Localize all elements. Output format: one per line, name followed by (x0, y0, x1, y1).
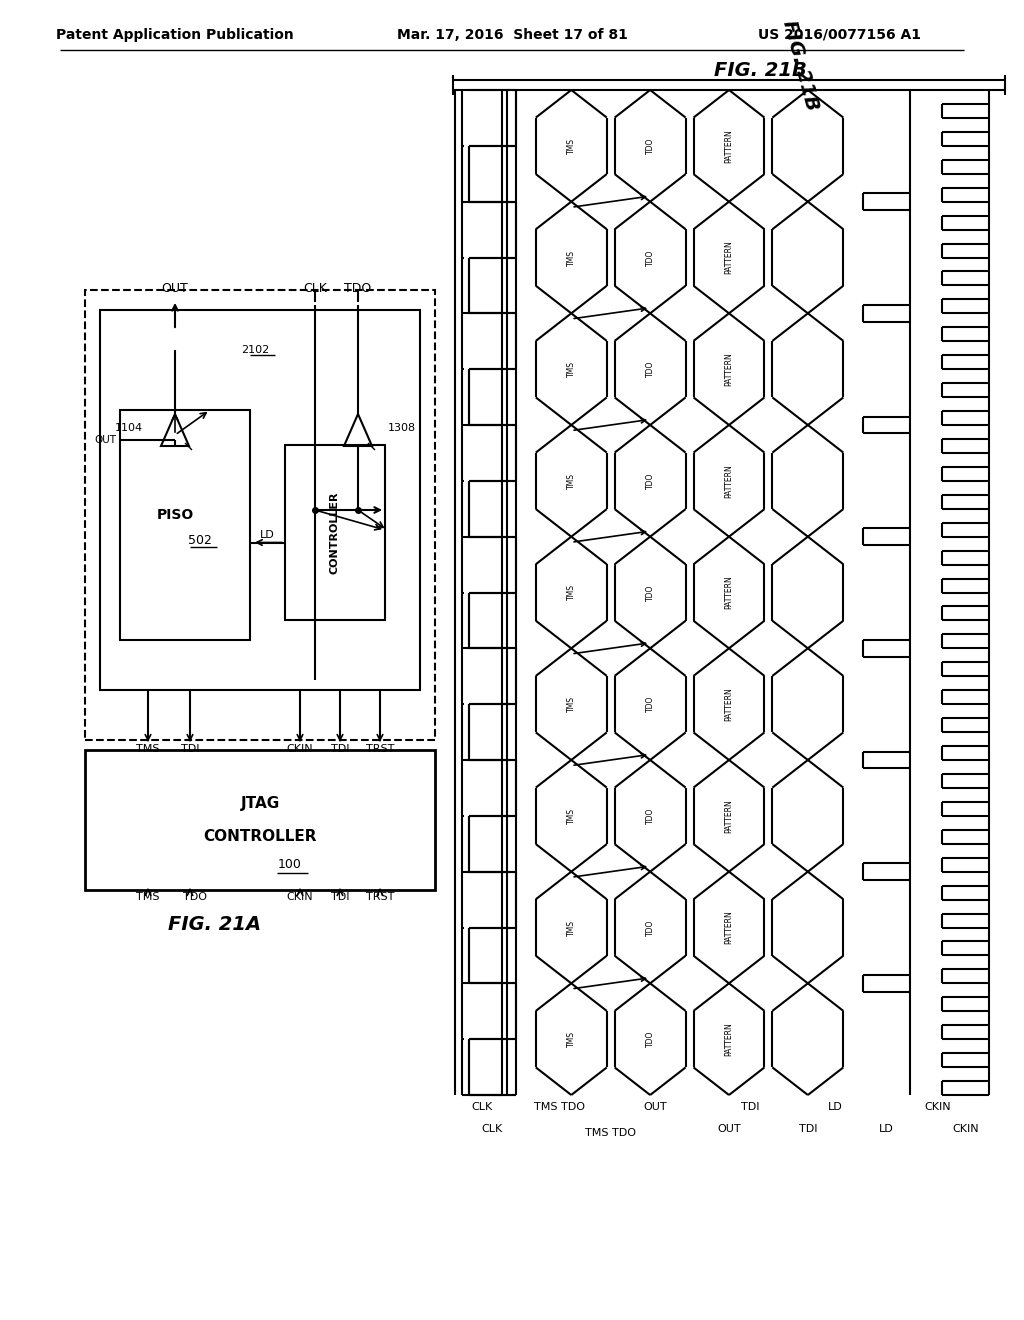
Text: OUT: OUT (94, 436, 116, 445)
Text: TDO: TDO (646, 808, 654, 824)
Text: PATTERN: PATTERN (725, 129, 733, 162)
Text: TMS: TMS (136, 744, 160, 754)
Text: CKIN: CKIN (925, 1102, 951, 1111)
Text: PATTERN: PATTERN (725, 463, 733, 498)
Text: LD: LD (260, 529, 274, 540)
Text: TMS: TMS (567, 249, 575, 265)
Text: PISO: PISO (157, 508, 194, 521)
Text: CLK: CLK (471, 1102, 493, 1111)
Text: TMS: TMS (567, 920, 575, 936)
Text: CONTROLLER: CONTROLLER (330, 491, 340, 574)
Bar (85, 290, 435, 741)
Text: TDO: TDO (646, 696, 654, 713)
Text: US 2016/0077156 A1: US 2016/0077156 A1 (759, 28, 922, 42)
Text: PATTERN: PATTERN (725, 688, 733, 721)
Text: PATTERN: PATTERN (725, 799, 733, 833)
Bar (100, 310, 420, 690)
Text: TDO: TDO (646, 137, 654, 154)
Text: TRST: TRST (366, 744, 394, 754)
Text: CONTROLLER: CONTROLLER (203, 829, 316, 845)
Text: TDO: TDO (646, 585, 654, 601)
Text: PATTERN: PATTERN (725, 576, 733, 610)
Text: TRST: TRST (366, 892, 394, 902)
Text: CLK: CLK (482, 1123, 503, 1134)
Text: TDO: TDO (646, 473, 654, 488)
Text: TMS: TMS (567, 1031, 575, 1047)
Text: Patent Application Publication: Patent Application Publication (56, 28, 294, 42)
Text: 502: 502 (188, 533, 212, 546)
Text: TMS: TMS (567, 362, 575, 378)
Text: TMS: TMS (136, 892, 160, 902)
Text: 1308: 1308 (388, 422, 416, 433)
Text: 100: 100 (279, 858, 302, 871)
Text: TMS: TMS (567, 696, 575, 713)
Text: CKIN: CKIN (952, 1123, 979, 1134)
Text: TDO: TDO (646, 919, 654, 936)
Bar (285, 445, 385, 620)
Text: PATTERN: PATTERN (725, 240, 733, 275)
Text: LD: LD (827, 1102, 843, 1111)
Text: TDO: TDO (344, 281, 372, 294)
Text: Mar. 17, 2016  Sheet 17 of 81: Mar. 17, 2016 Sheet 17 of 81 (396, 28, 628, 42)
Text: TMS TDO: TMS TDO (535, 1102, 586, 1111)
Text: TDI: TDI (331, 744, 349, 754)
Text: CLK: CLK (303, 281, 327, 294)
Text: CKIN: CKIN (287, 892, 313, 902)
Text: TMS: TMS (567, 473, 575, 488)
Text: TDI: TDI (331, 892, 349, 902)
Text: 1104: 1104 (115, 422, 143, 433)
Text: PATTERN: PATTERN (725, 911, 733, 944)
Text: TDI: TDI (740, 1102, 759, 1111)
Text: TMS: TMS (567, 137, 575, 154)
Text: TDI: TDI (181, 744, 200, 754)
Text: JTAG: JTAG (241, 796, 280, 810)
Text: TDO: TDO (646, 249, 654, 265)
Text: TDO: TDO (646, 360, 654, 378)
Text: LD: LD (880, 1123, 894, 1134)
Text: OUT: OUT (643, 1102, 667, 1111)
Text: FIG. 21B: FIG. 21B (779, 17, 821, 112)
Text: OUT: OUT (717, 1123, 740, 1134)
Text: 2102: 2102 (241, 345, 269, 355)
Text: TDO: TDO (183, 892, 207, 902)
Bar (85, 750, 435, 890)
Text: PATTERN: PATTERN (725, 352, 733, 385)
Text: FIG. 21B: FIG. 21B (714, 61, 807, 79)
Text: CKIN: CKIN (287, 744, 313, 754)
Text: FIG. 21A: FIG. 21A (168, 916, 261, 935)
Text: TMS: TMS (567, 808, 575, 824)
Text: TMS: TMS (567, 585, 575, 601)
Bar (120, 411, 250, 640)
Text: TMS TDO: TMS TDO (585, 1129, 636, 1138)
Text: OUT: OUT (162, 281, 188, 294)
Text: TDI: TDI (799, 1123, 817, 1134)
Text: PATTERN: PATTERN (725, 1022, 733, 1056)
Text: TDO: TDO (646, 1031, 654, 1047)
